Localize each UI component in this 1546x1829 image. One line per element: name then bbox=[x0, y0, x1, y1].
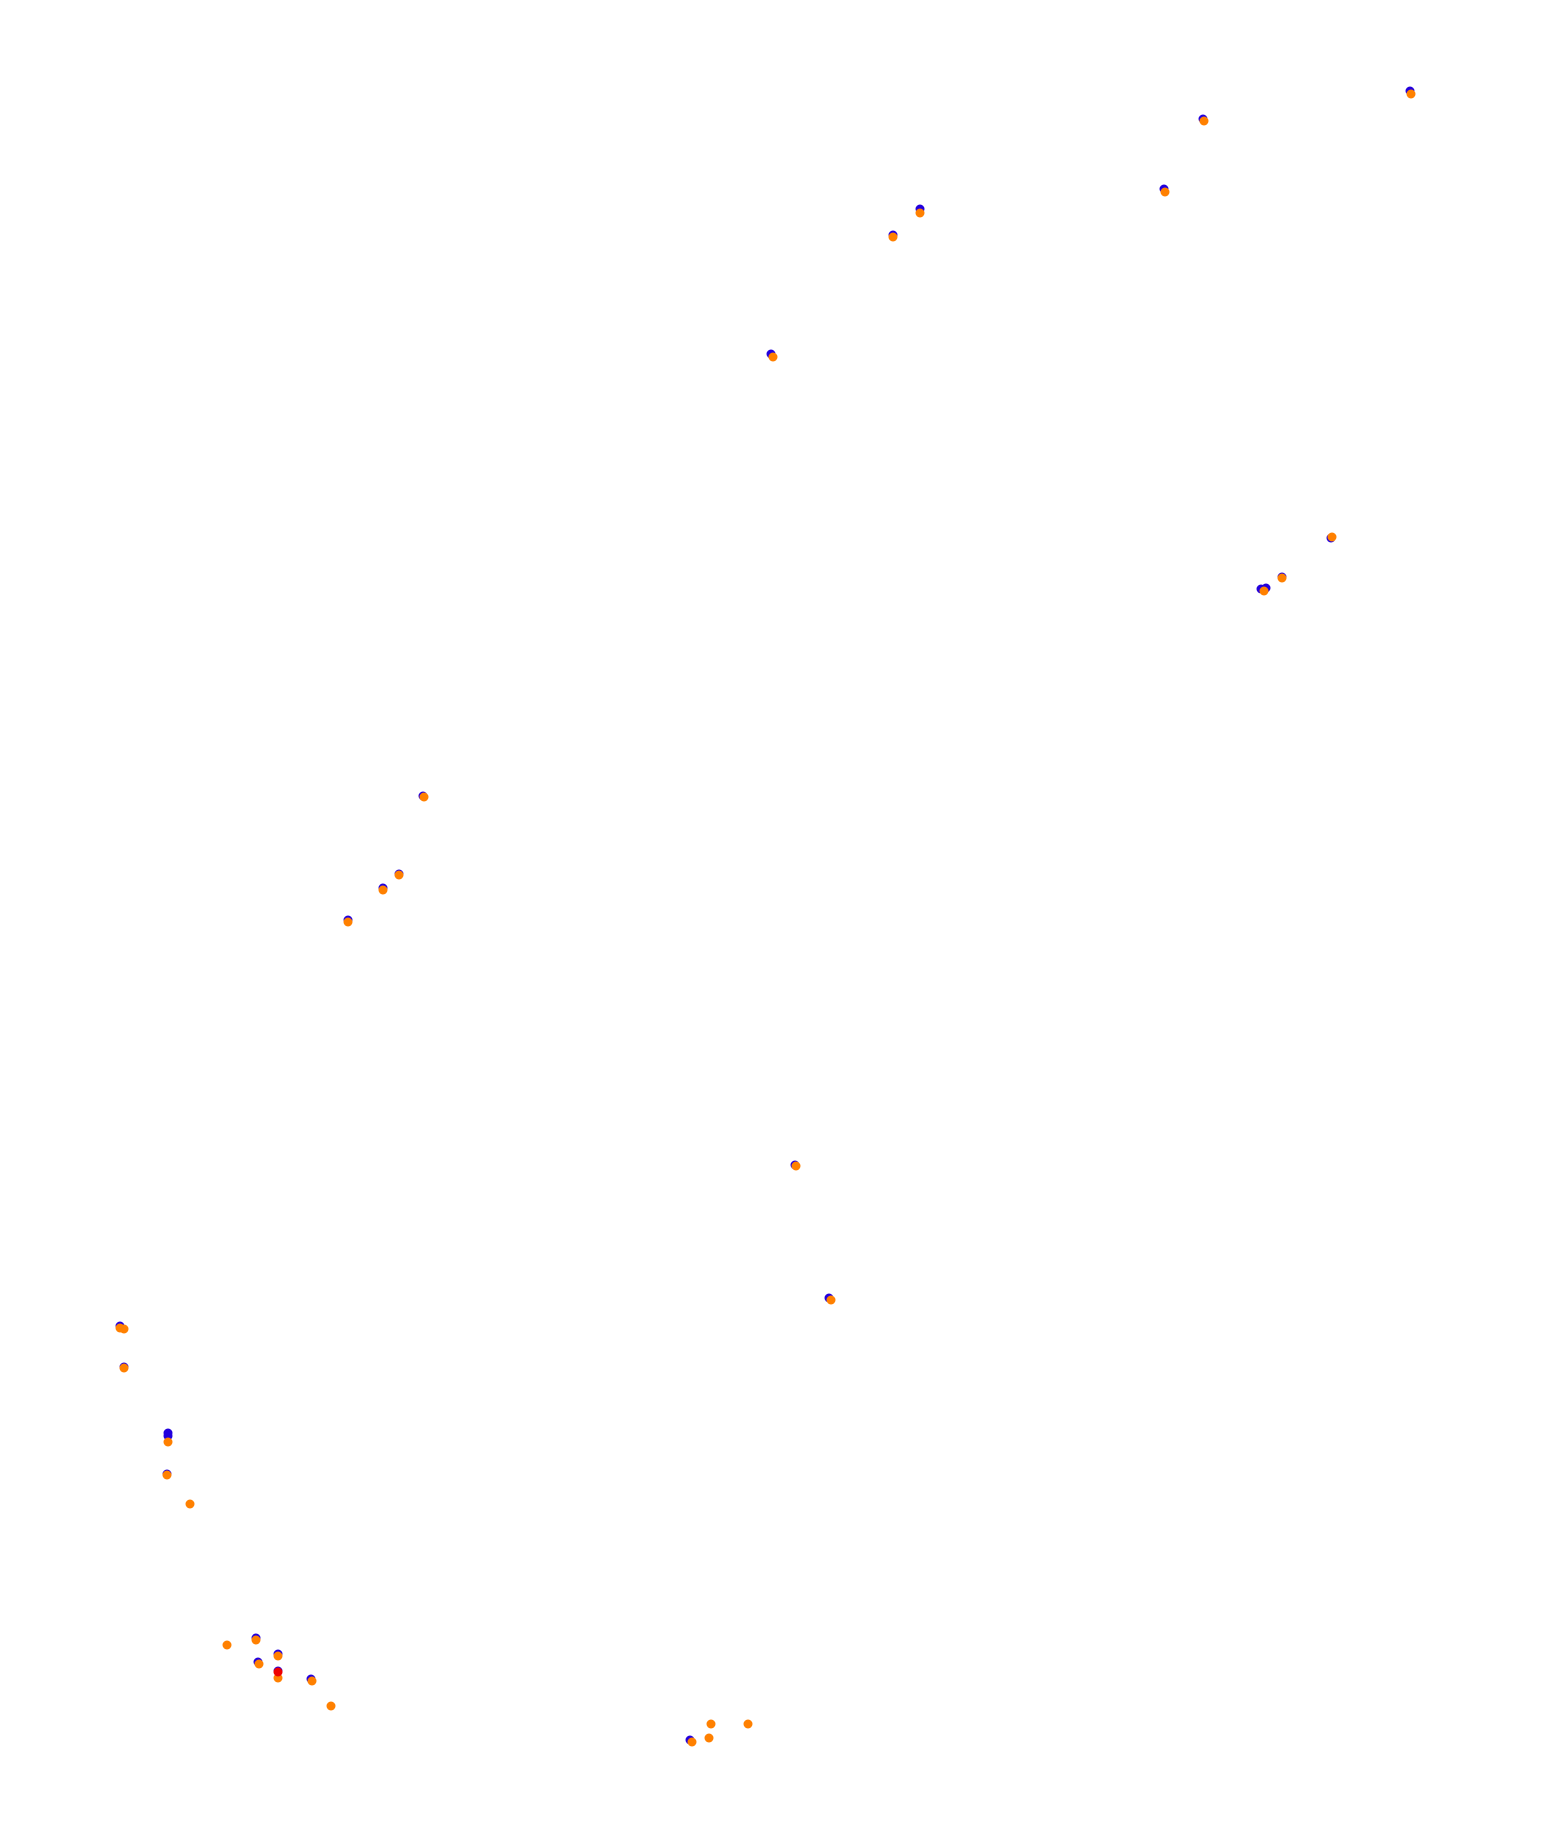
data-point-s1-29 bbox=[1160, 187, 1170, 197]
data-point-s1-26 bbox=[768, 352, 778, 362]
data-point-s1-7 bbox=[254, 1659, 264, 1669]
data-point-s1-22 bbox=[419, 792, 429, 802]
data-point-s1-2 bbox=[706, 1719, 716, 1729]
data-point-s1-24 bbox=[1277, 573, 1287, 583]
chart-marks bbox=[115, 86, 1416, 1747]
data-point-s0-8 bbox=[163, 1428, 173, 1438]
data-point-s2-0 bbox=[273, 1667, 283, 1677]
data-point-s1-14 bbox=[119, 1363, 129, 1373]
data-point-s1-21 bbox=[394, 870, 404, 880]
data-point-s1-8 bbox=[273, 1651, 283, 1661]
data-point-s1-31 bbox=[1406, 89, 1416, 99]
data-point-s1-12 bbox=[162, 1470, 172, 1480]
data-point-s1-18 bbox=[791, 1161, 801, 1171]
data-point-s1-4 bbox=[326, 1701, 336, 1711]
data-point-s1-0 bbox=[687, 1737, 697, 1747]
series-2 bbox=[273, 1667, 283, 1677]
data-point-s1-5 bbox=[307, 1676, 317, 1686]
series-0 bbox=[115, 86, 1415, 1745]
data-point-s1-23 bbox=[1259, 586, 1269, 596]
data-point-s1-13 bbox=[163, 1437, 173, 1447]
data-point-s1-25 bbox=[1327, 532, 1337, 542]
series-1 bbox=[115, 89, 1416, 1747]
data-point-s1-19 bbox=[343, 917, 353, 927]
data-point-s1-28 bbox=[915, 208, 925, 218]
data-point-s1-9 bbox=[251, 1635, 261, 1645]
data-point-s1-1 bbox=[704, 1733, 714, 1743]
data-point-s1-27 bbox=[888, 232, 898, 242]
data-point-s1-20 bbox=[378, 885, 388, 895]
data-point-s1-17 bbox=[826, 1295, 836, 1305]
data-point-s1-11 bbox=[185, 1499, 195, 1509]
data-point-s1-16 bbox=[115, 1323, 125, 1333]
data-point-s1-30 bbox=[1199, 116, 1209, 126]
data-point-s1-3 bbox=[743, 1719, 753, 1729]
data-point-s1-10 bbox=[222, 1640, 232, 1650]
